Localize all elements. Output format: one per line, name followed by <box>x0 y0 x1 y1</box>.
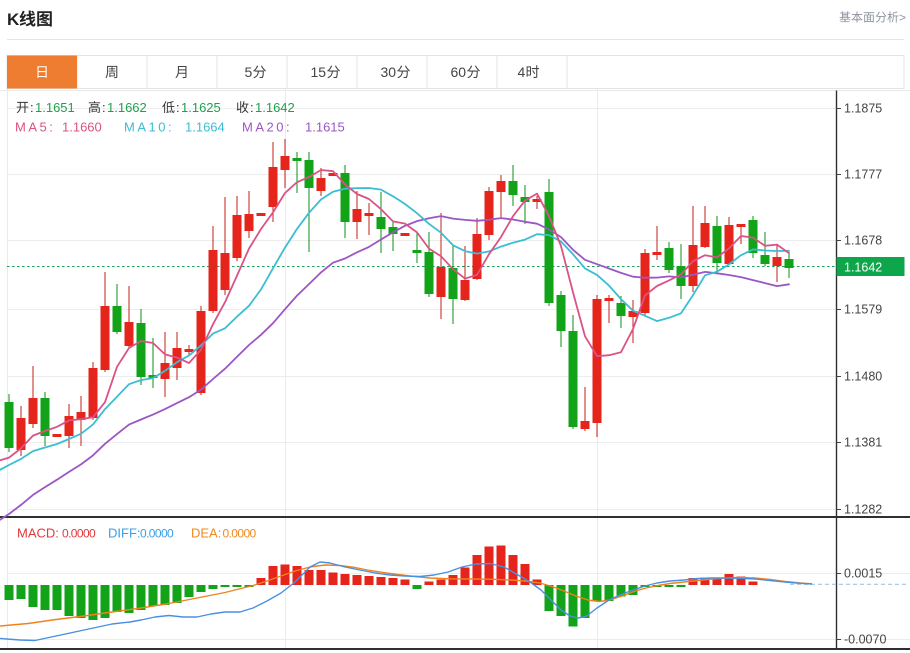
svg-text:1.1625: 1.1625 <box>181 100 221 115</box>
svg-text:0.0015: 0.0015 <box>844 567 882 581</box>
svg-text:MACD:: MACD: <box>17 526 59 541</box>
svg-text:0.0000: 0.0000 <box>62 527 96 541</box>
svg-text::: : <box>30 100 34 115</box>
svg-text:1.1642: 1.1642 <box>255 100 295 115</box>
svg-text:-0.0070: -0.0070 <box>844 633 886 647</box>
svg-text:30: 30 <box>381 64 397 80</box>
svg-text:1.1579: 1.1579 <box>844 303 882 317</box>
svg-text:1.1660: 1.1660 <box>62 120 102 135</box>
svg-text::: : <box>176 100 180 115</box>
svg-text:K: K <box>7 10 20 29</box>
svg-text:1.1651: 1.1651 <box>35 100 75 115</box>
svg-text:>: > <box>899 11 906 25</box>
svg-text:5: 5 <box>245 64 253 80</box>
svg-text:1.1662: 1.1662 <box>107 100 147 115</box>
svg-text:60: 60 <box>451 64 467 80</box>
svg-text:1.1875: 1.1875 <box>844 102 882 116</box>
svg-text:0.0000: 0.0000 <box>223 527 257 541</box>
svg-text:DIFF:: DIFF: <box>108 526 141 541</box>
svg-text:1.1381: 1.1381 <box>844 436 882 450</box>
svg-text:15: 15 <box>311 64 327 80</box>
svg-text::: : <box>102 100 106 115</box>
svg-text:0.0000: 0.0000 <box>140 527 174 541</box>
svg-text::: : <box>250 100 254 115</box>
svg-text:1.1480: 1.1480 <box>844 370 882 384</box>
svg-text:4: 4 <box>518 64 526 80</box>
svg-text:DEA:: DEA: <box>191 526 221 541</box>
svg-text:1.1678: 1.1678 <box>844 234 882 248</box>
svg-text:MA20:: MA20: <box>242 120 292 135</box>
svg-text:1.1664: 1.1664 <box>185 120 225 135</box>
svg-text:1.1282: 1.1282 <box>844 503 882 517</box>
svg-text:1.1615: 1.1615 <box>305 120 345 135</box>
svg-text:1.1777: 1.1777 <box>844 168 882 182</box>
svg-text:MA10:: MA10: <box>124 120 174 135</box>
svg-text:1.1642: 1.1642 <box>844 261 882 275</box>
svg-text:MA5:: MA5: <box>15 120 55 135</box>
